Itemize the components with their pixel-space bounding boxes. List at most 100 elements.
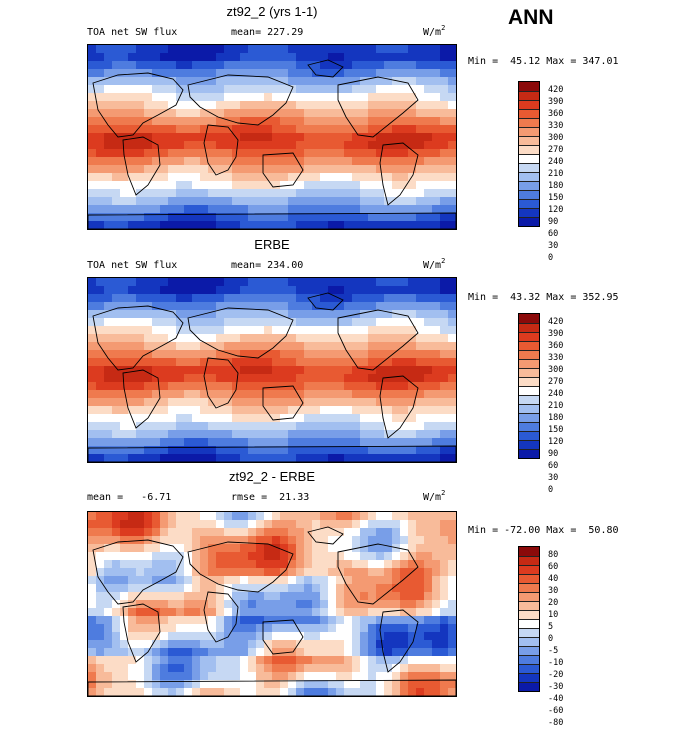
map-cell (264, 157, 273, 166)
map-cell (344, 688, 353, 696)
map-cell (360, 648, 369, 657)
map-cell (160, 414, 169, 423)
map-cell (88, 640, 97, 649)
colorbar-swatch (519, 556, 539, 565)
map-cell (88, 568, 97, 577)
map-cell (424, 608, 433, 617)
map-cell (432, 326, 441, 335)
map-cell (120, 294, 129, 303)
colorbar-tick-label: 360 (548, 109, 564, 119)
map-cell (168, 125, 177, 134)
map-cell (440, 632, 449, 641)
map-cell (336, 536, 345, 545)
map-cell (248, 528, 257, 537)
map-cell (208, 406, 217, 415)
map-cell (360, 528, 369, 537)
map-cell (192, 438, 201, 447)
map-cell (152, 648, 161, 657)
map-cell (120, 342, 129, 351)
map-cell (168, 592, 177, 601)
map-cell (368, 374, 377, 383)
map-cell (432, 398, 441, 407)
map-cell (440, 406, 449, 415)
map-cell (288, 310, 297, 319)
map-cell (200, 45, 209, 54)
map-cell (352, 221, 361, 229)
map-cell (152, 157, 161, 166)
map-cell (312, 85, 321, 94)
map-cell (320, 382, 329, 391)
map-cell (256, 45, 265, 54)
map-cell (296, 584, 305, 593)
map-cell (144, 326, 153, 335)
map-cell (264, 616, 273, 625)
map-cell (232, 326, 241, 335)
map-cell (296, 157, 305, 166)
map-cell (280, 568, 289, 577)
map-cell (448, 278, 456, 287)
map-cell (392, 189, 401, 198)
map-cell (432, 366, 441, 375)
map-cell (288, 141, 297, 150)
map-cell (384, 438, 393, 447)
map-cell (152, 640, 161, 649)
map-cell (112, 286, 121, 295)
map-cell (208, 688, 217, 696)
map-cell (112, 334, 121, 343)
colorbar-tick-label: 240 (548, 157, 564, 167)
map-cell (240, 205, 249, 214)
map-cell (392, 624, 401, 633)
map-cell (312, 512, 321, 521)
map-cell (384, 568, 393, 577)
map-cell (384, 117, 393, 126)
map-cell (128, 568, 137, 577)
map-cell (280, 61, 289, 70)
map-cell (160, 398, 169, 407)
map-cell (232, 69, 241, 78)
map-cell (384, 69, 393, 78)
map-cell (432, 664, 441, 673)
map-cell (248, 149, 257, 158)
map-cell (224, 672, 233, 681)
map-cell (344, 157, 353, 166)
map-cell (312, 149, 321, 158)
map-cell (216, 390, 225, 399)
map-cell (336, 616, 345, 625)
map-cell (344, 221, 353, 229)
map-cell (344, 85, 353, 94)
map-cell (232, 680, 241, 689)
map-cell (184, 398, 193, 407)
map-cell (120, 189, 129, 198)
map-cell (104, 414, 113, 423)
map-cell (280, 302, 289, 311)
map-cell (288, 422, 297, 431)
map-cell (448, 438, 456, 447)
map-cell (240, 61, 249, 70)
map-cell (392, 149, 401, 158)
map-cell (408, 640, 417, 649)
map-cell (376, 189, 385, 198)
map-cell (328, 616, 337, 625)
map-cell (208, 350, 217, 359)
map-cell (288, 205, 297, 214)
map-cell (368, 422, 377, 431)
map-cell (336, 520, 345, 529)
map-cell (352, 141, 361, 150)
map-cell (176, 85, 185, 94)
map-cell (160, 101, 169, 110)
map-cell (192, 552, 201, 561)
map-cell (384, 213, 393, 222)
map-cell (184, 350, 193, 359)
colorbar-swatch (519, 190, 539, 199)
map-cell (128, 318, 137, 327)
map-cell (344, 592, 353, 601)
map-cell (88, 680, 97, 689)
map-cell (136, 117, 145, 126)
coastline (187, 74, 294, 126)
map-cell (96, 430, 105, 439)
map-cell (440, 93, 449, 102)
map-cell (168, 656, 177, 665)
map-cell (120, 390, 129, 399)
min-max-label: Min = 45.12 Max = 347.01 (468, 56, 619, 67)
map-cell (304, 664, 313, 673)
